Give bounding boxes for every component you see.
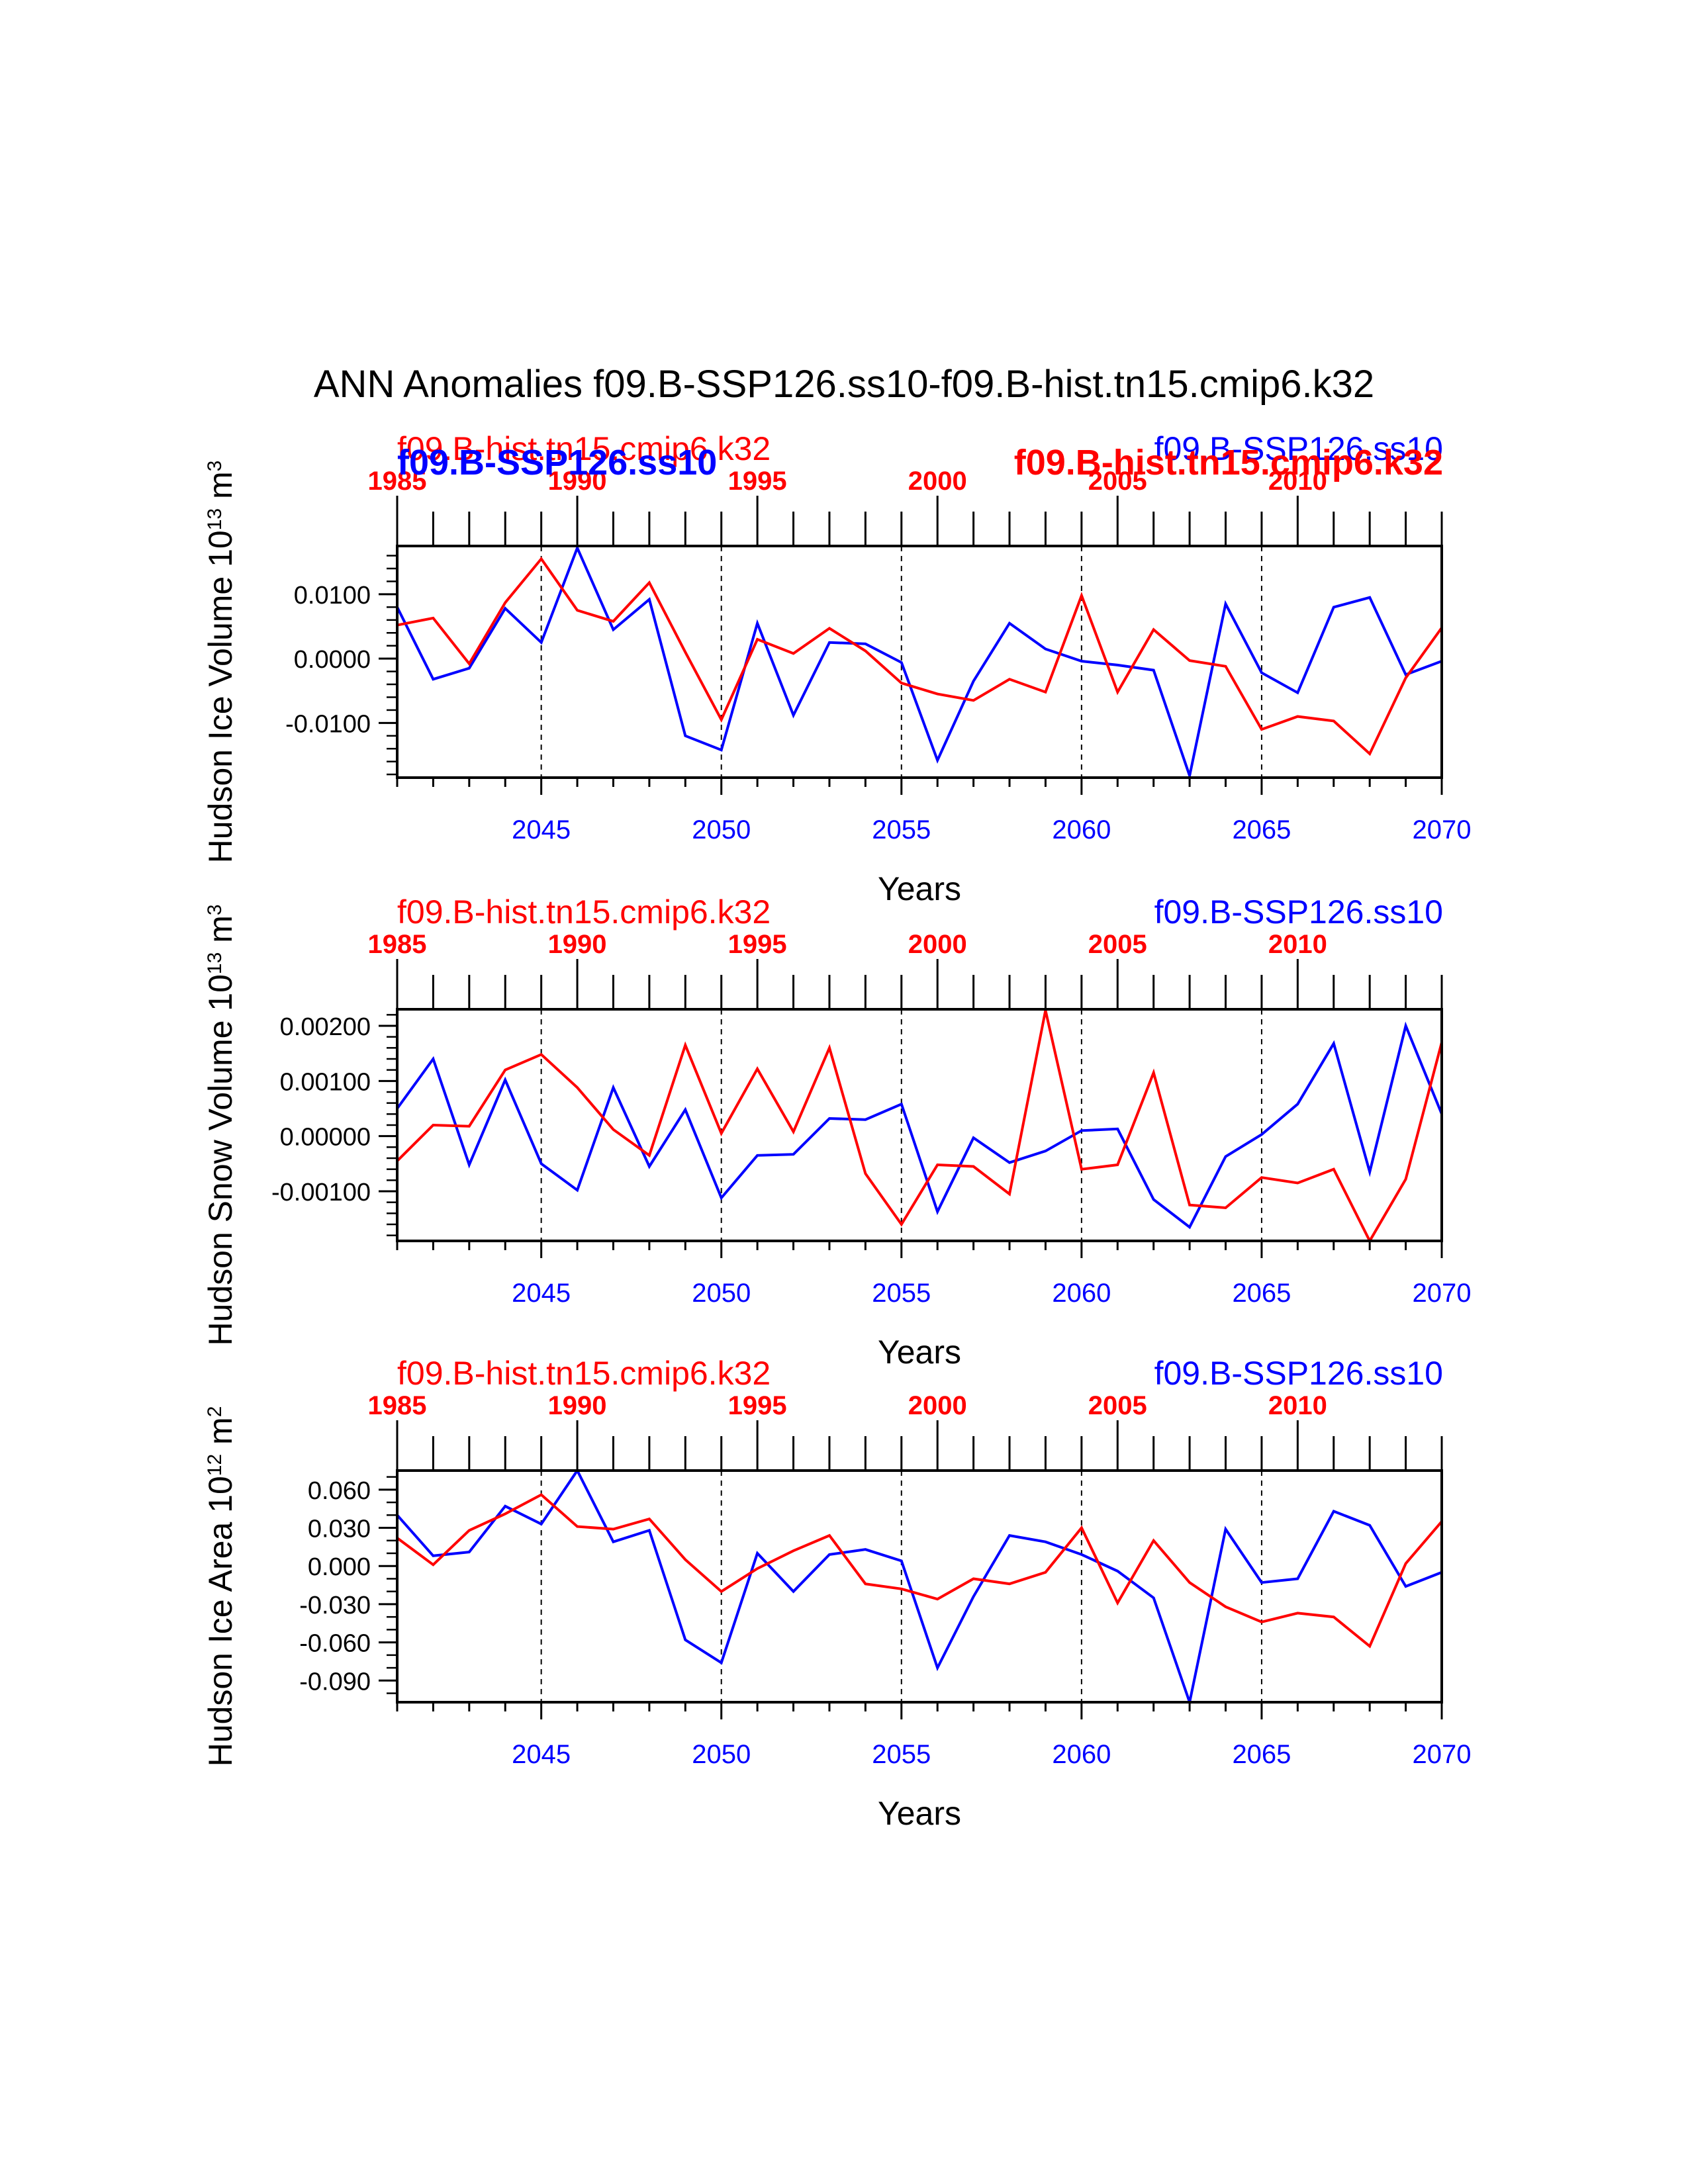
x-tick-label-top: 1985 [368, 467, 427, 496]
x-tick-label-bottom: 2065 [1232, 1279, 1291, 1308]
y-tick-label: 0.060 [308, 1477, 371, 1505]
x-tick-label-top: 2010 [1268, 1391, 1327, 1420]
series-line-ssp [396, 1468, 1442, 1707]
x-tick-label-top: 2005 [1088, 1391, 1147, 1420]
series-label-left: f09.B-hist.tn15.cmip6.k32 [397, 430, 771, 467]
x-tick-label-top: 1990 [548, 930, 607, 959]
y-tick-label: 0.030 [308, 1516, 371, 1543]
x-tick-label-bottom: 2045 [512, 1740, 571, 1769]
x-tick-label-bottom: 2045 [512, 815, 571, 844]
chart-panels: 2045 2050 2055 2060 2065 2070 1985 1990 1995 2000… [202, 430, 1471, 1832]
y-axis-label: Hudson Ice Area 1012 m2 [202, 1406, 239, 1767]
x-tick-label-top: 2000 [908, 467, 967, 496]
figure-title: ANN Anomalies f09.B-SSP126.ss10-f09.B-hi… [314, 363, 1374, 406]
x-tick-label-bottom: 2065 [1232, 1740, 1291, 1769]
y-axis-label: Hudson Ice Volume 1013 m3 [202, 461, 239, 864]
x-tick-label-bottom: 2070 [1413, 1740, 1472, 1769]
x-tick-label-bottom: 2060 [1052, 1740, 1111, 1769]
x-tick-label-top: 1985 [368, 930, 427, 959]
x-tick-label-top: 1990 [548, 1391, 607, 1420]
x-tick-label-top: 2000 [908, 930, 967, 959]
chart-panel-1: 2045 2050 2055 2060 2065 2070 1985 1990 1995 2000… [202, 430, 1471, 907]
y-tick-label: 0.00200 [280, 1013, 371, 1041]
y-tick-label: -0.090 [299, 1668, 371, 1696]
chart-panel-3: 2045 2050 2055 2060 2065 2070 1985 1990 1995 2000… [202, 1355, 1471, 1832]
y-tick-label: 0.0100 [294, 582, 371, 610]
y-axis-label: Hudson Snow Volume 1013 m3 [202, 904, 239, 1345]
x-axis-label: Years [878, 1795, 961, 1832]
series-label-right: f09.B-SSP126.ss10 [1154, 1355, 1443, 1392]
x-tick-label-bottom: 2045 [512, 1279, 571, 1308]
x-tick-label-top: 2010 [1268, 467, 1327, 496]
series-label-left: f09.B-hist.tn15.cmip6.k32 [397, 1355, 771, 1392]
plot-frame [396, 1469, 1443, 1704]
x-tick-label-bottom: 2055 [872, 1279, 931, 1308]
x-tick-label-top: 1995 [728, 467, 787, 496]
x-tick-label-top: 1985 [368, 1391, 427, 1420]
plot-frame [396, 545, 1443, 779]
x-tick-label-top: 2000 [908, 1391, 967, 1420]
series-label-right: f09.B-SSP126.ss10 [1154, 430, 1443, 467]
y-tick-label: -0.060 [299, 1630, 371, 1658]
x-tick-label-bottom: 2065 [1232, 815, 1291, 844]
series-label-right: f09.B-SSP126.ss10 [1154, 893, 1443, 931]
x-tick-label-top: 1995 [728, 1391, 787, 1420]
y-tick-label: 0.000 [308, 1553, 371, 1581]
x-tick-label-bottom: 2055 [872, 1740, 931, 1769]
x-tick-label-top: 1995 [728, 930, 787, 959]
series-line-hist [396, 1493, 1443, 1649]
series-line-hist [396, 1010, 1443, 1244]
series-line-ssp [396, 544, 1442, 781]
x-tick-label-bottom: 2060 [1052, 815, 1111, 844]
y-tick-label: -0.0100 [285, 710, 371, 738]
series-line-ssp [396, 1021, 1443, 1230]
x-tick-label-top: 2010 [1268, 930, 1327, 959]
chart-panel-2: 2045 2050 2055 2060 2065 2070 1985 1990 1995 2000… [202, 893, 1471, 1371]
x-tick-label-bottom: 2070 [1413, 815, 1472, 844]
x-tick-label-bottom: 2050 [692, 1740, 751, 1769]
y-tick-label: -0.00100 [271, 1179, 371, 1206]
x-tick-label-bottom: 2050 [692, 815, 751, 844]
series-line-hist [397, 557, 1443, 756]
x-tick-label-bottom: 2055 [872, 815, 931, 844]
x-tick-label-top: 1990 [548, 467, 607, 496]
y-tick-label: 0.00000 [280, 1124, 371, 1152]
x-tick-label-bottom: 2050 [692, 1279, 751, 1308]
x-tick-label-top: 2005 [1088, 467, 1147, 496]
x-tick-label-bottom: 2070 [1413, 1279, 1472, 1308]
series-label-right: f09.B-hist.tn15.cmip6.k32 [1014, 443, 1443, 482]
y-tick-label: 0.00100 [280, 1068, 371, 1096]
y-tick-label: -0.030 [299, 1592, 371, 1619]
x-tick-label-bottom: 2060 [1052, 1279, 1111, 1308]
y-tick-label: 0.0000 [294, 646, 371, 674]
x-axis-label: Years [878, 1334, 961, 1371]
x-tick-label-top: 2005 [1088, 930, 1147, 959]
series-label-left: f09.B-hist.tn15.cmip6.k32 [397, 893, 771, 931]
series-label-left: f09.B-SSP126.ss10 [397, 443, 717, 482]
x-axis-label: Years [878, 870, 961, 907]
